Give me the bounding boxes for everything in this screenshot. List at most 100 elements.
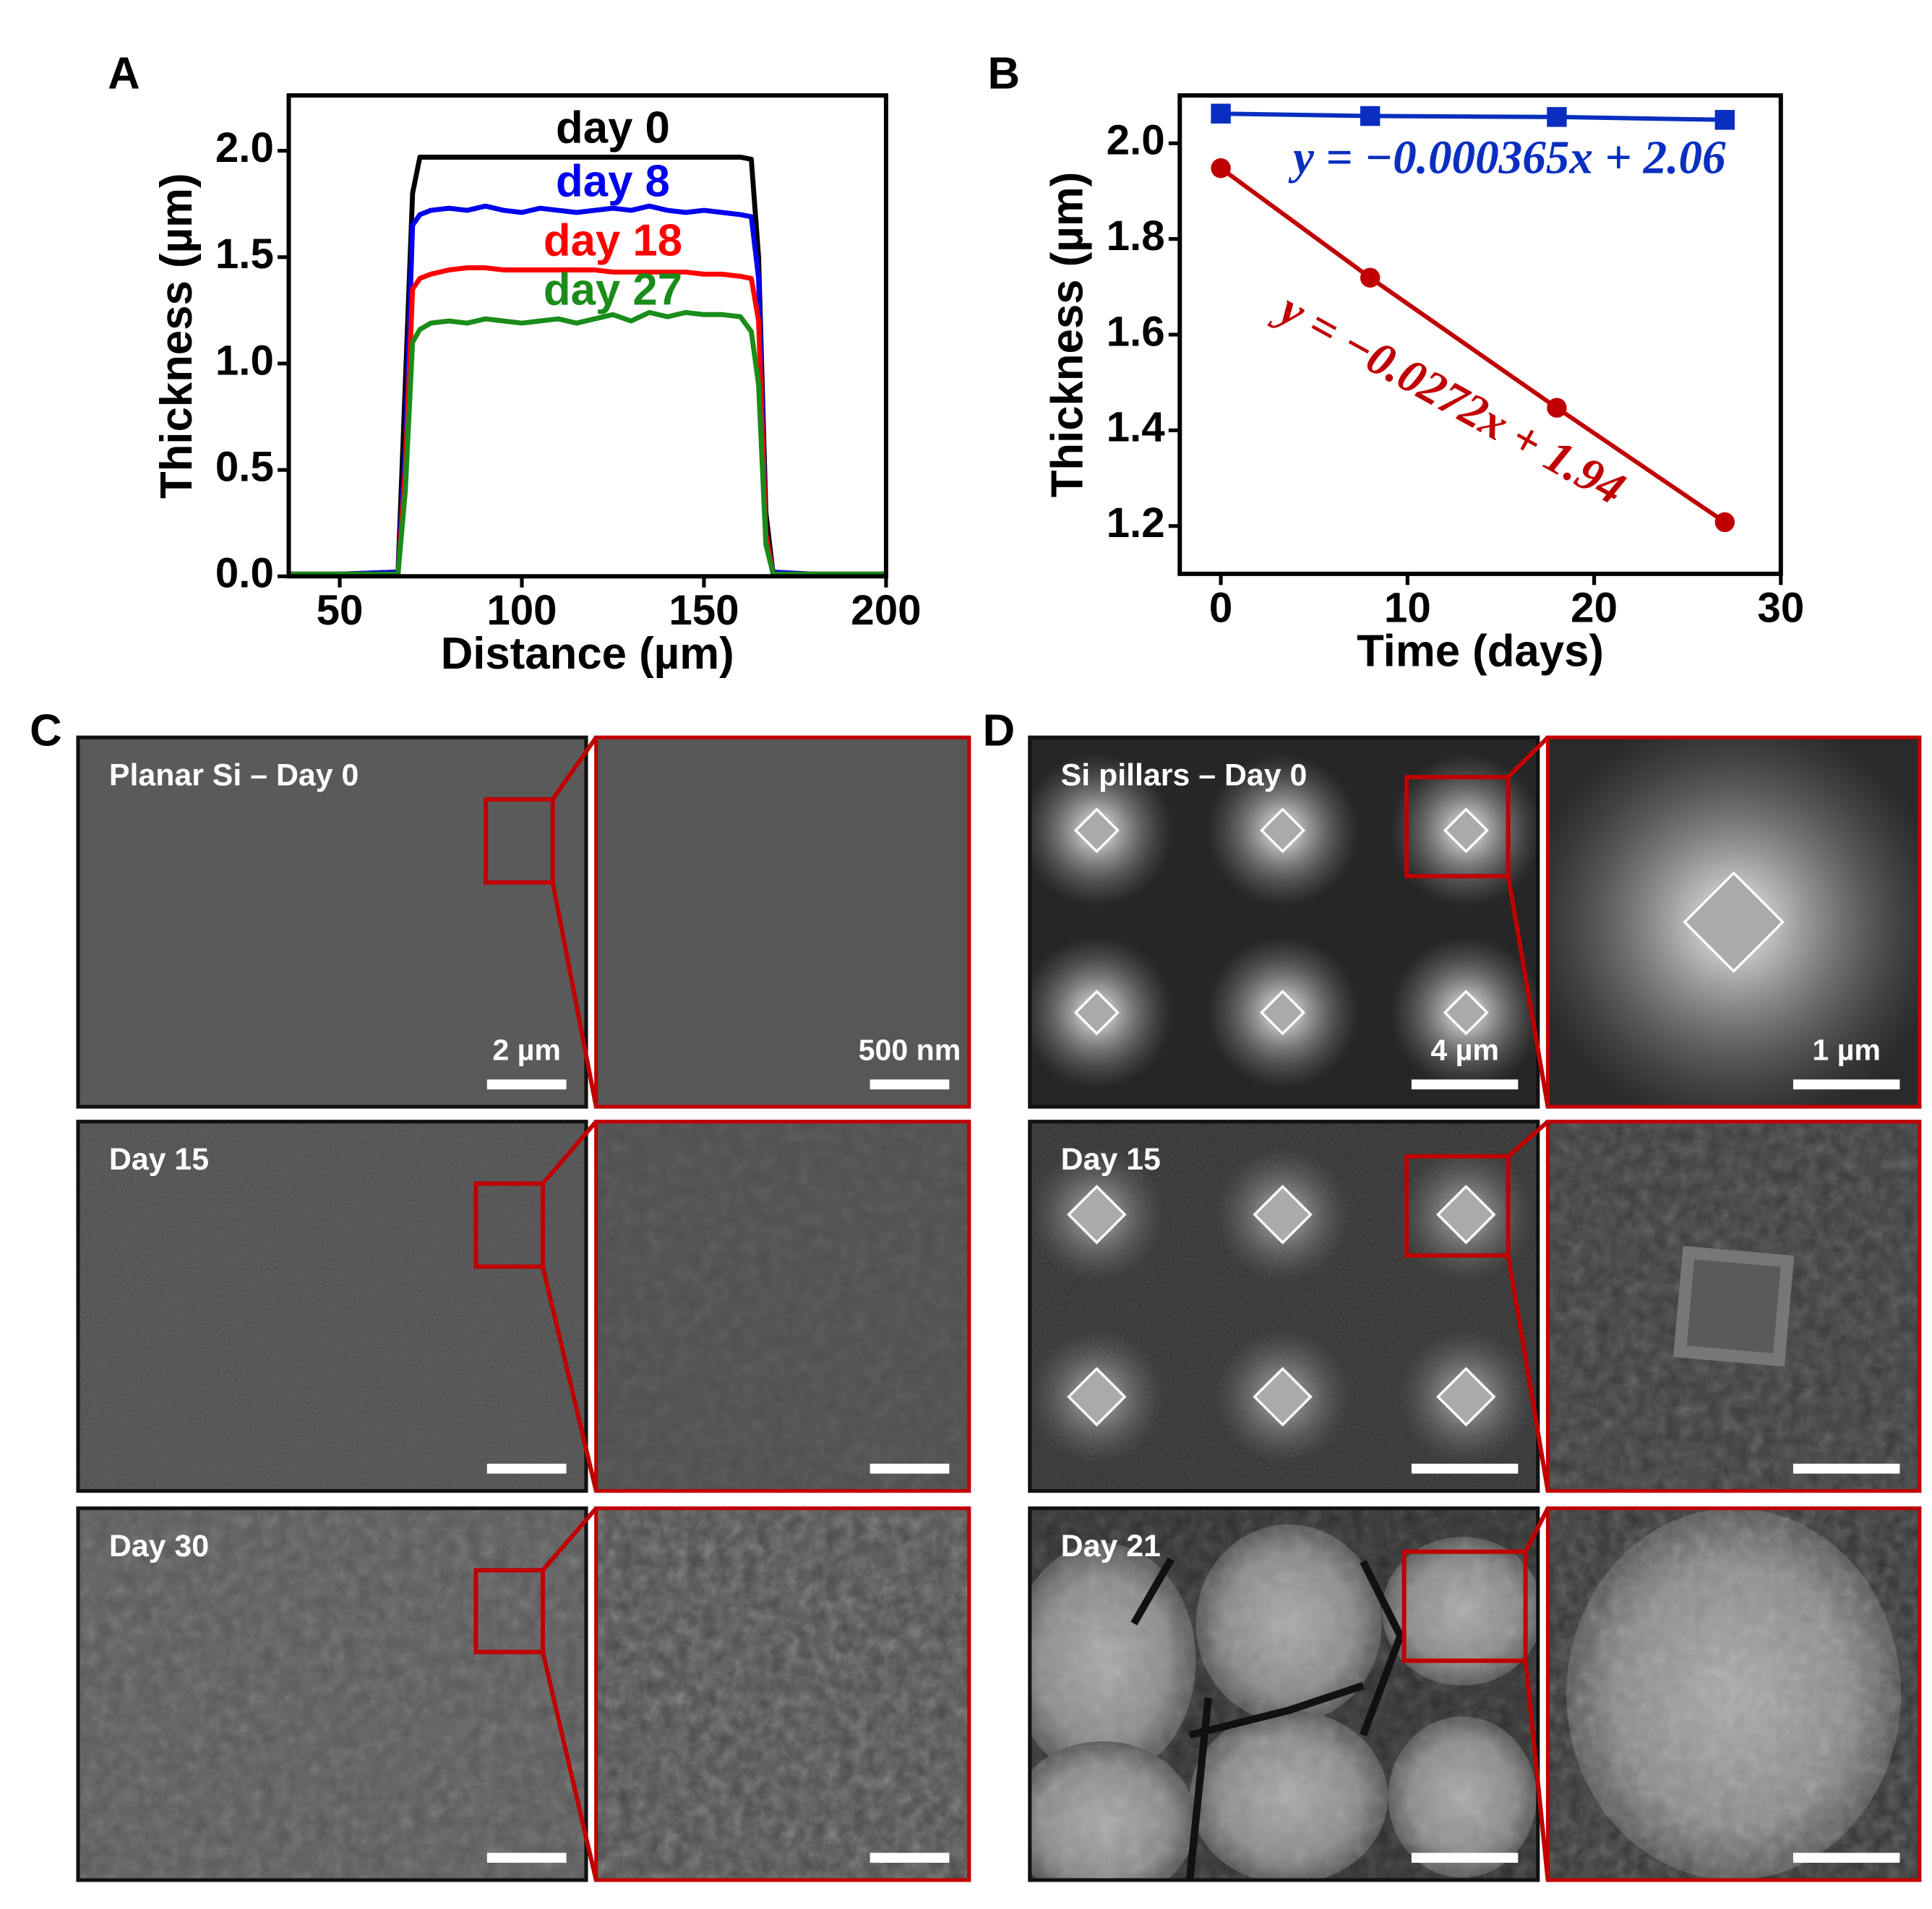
scale-bar	[1793, 1463, 1900, 1474]
panel-label: D	[983, 705, 1016, 755]
series-label: day 18	[544, 216, 682, 266]
marker	[1360, 267, 1381, 288]
y-tick-label: 2.0	[1107, 117, 1165, 164]
series-label: day 8	[556, 156, 670, 206]
y-tick-label: 0.5	[215, 444, 274, 491]
zoom-connector	[1523, 1507, 1550, 1553]
sem-image	[1029, 737, 1538, 1107]
crack	[1360, 1560, 1405, 1737]
panel-label: A	[108, 49, 140, 99]
pillar-top	[1683, 871, 1785, 973]
texture	[1029, 1508, 1538, 1881]
marker	[1360, 106, 1381, 126]
y-tick-label: 1.4	[1107, 404, 1166, 451]
x-tick-label: 150	[669, 587, 739, 634]
marker	[1211, 158, 1231, 179]
sem-image	[1547, 1508, 1920, 1881]
pillar-top	[1073, 990, 1120, 1036]
background	[596, 737, 969, 1107]
series-line	[1221, 111, 1725, 122]
fit-equation: y = −0.0272x + 1.94	[1266, 280, 1633, 515]
marker	[1547, 398, 1567, 418]
image-frame	[1028, 1506, 1540, 1882]
sem-image	[596, 737, 969, 1107]
scale-bar	[486, 1079, 567, 1090]
y-tick-label: 1.5	[215, 231, 274, 278]
pillar-top	[1067, 1185, 1127, 1245]
zoom-connector	[541, 1120, 598, 1185]
marker	[1547, 107, 1567, 127]
zoom-box	[473, 1181, 545, 1269]
scale-bar	[870, 1853, 950, 1863]
zoom-connector	[541, 1266, 598, 1492]
scale-bar	[486, 1463, 567, 1474]
image-label: Day 21	[1061, 1529, 1161, 1563]
y-tick-label: 1.2	[1107, 499, 1165, 546]
x-tick-label: 100	[486, 587, 557, 634]
scale-bar	[870, 1079, 950, 1090]
scale-bar	[1411, 1463, 1519, 1474]
plot-frame	[286, 93, 888, 579]
series-label: day 0	[556, 103, 670, 153]
x-tick-label: 30	[1757, 585, 1804, 632]
sem-image	[1547, 737, 1920, 1107]
x-tick-label: 200	[851, 587, 921, 634]
zoom-connector	[550, 882, 598, 1107]
pillar-top	[1253, 1367, 1313, 1427]
scale-bar	[1793, 1853, 1900, 1863]
x-axis-label: Time (days)	[1357, 627, 1604, 677]
pillar-top	[1067, 1367, 1127, 1427]
series-line	[1219, 166, 1727, 524]
image-frame	[76, 1506, 588, 1882]
zoom-connector	[1506, 736, 1550, 779]
sem-image	[596, 1121, 969, 1491]
zoom-connector	[541, 1651, 598, 1881]
series-label: day 27	[544, 265, 682, 314]
texture	[1547, 1508, 1920, 1881]
zoom-box	[473, 1568, 545, 1655]
sem-image	[78, 1121, 586, 1491]
image-frame	[1028, 735, 1540, 1109]
image-frame	[76, 735, 588, 1109]
panel-label: C	[30, 705, 62, 755]
image-label: Planar Si – Day 0	[109, 758, 359, 792]
image-label: Day 15	[109, 1142, 209, 1177]
fit-equation: y = −0.000365x + 2.06	[1288, 132, 1726, 184]
y-tick-label: 1.0	[215, 337, 274, 384]
pillar-top	[1443, 990, 1489, 1036]
y-axis-label: Thickness (µm)	[152, 173, 202, 499]
scale-bar	[870, 1463, 950, 1474]
scale-bar-label: 2 µm	[492, 1034, 561, 1067]
image-frame	[1028, 1120, 1540, 1493]
series-line	[288, 203, 886, 577]
marker	[1714, 512, 1735, 533]
pillar-top	[1436, 1185, 1496, 1245]
pillar-top	[1673, 1245, 1795, 1367]
image-frame	[1545, 1120, 1922, 1493]
image-frame	[76, 1120, 588, 1493]
pillar-top	[1436, 1367, 1496, 1427]
series-line	[288, 265, 886, 577]
sem-image	[1029, 1508, 1538, 1881]
x-tick-label: 50	[317, 587, 364, 634]
x-axis-label: Distance (µm)	[441, 629, 734, 679]
y-axis-label: Thickness (µm)	[1043, 172, 1093, 498]
texture	[78, 1121, 586, 1491]
pillar-top	[1073, 807, 1120, 854]
y-tick-label: 2.0	[215, 124, 274, 171]
scale-bar	[1411, 1079, 1519, 1090]
crack	[1185, 1697, 1212, 1881]
plot-frame	[1177, 93, 1783, 576]
zoom-connector	[1506, 1120, 1550, 1158]
image-frame	[1545, 735, 1922, 1109]
sem-image	[1029, 1121, 1538, 1491]
sem-image	[1547, 1121, 1920, 1491]
panel-label: B	[988, 49, 1021, 99]
pillar-top	[1443, 807, 1489, 854]
crack	[1188, 1681, 1365, 1739]
image-frame	[594, 1120, 971, 1493]
image-label: Day 15	[1061, 1142, 1161, 1177]
marker	[1211, 103, 1231, 124]
image-frame	[594, 735, 971, 1109]
